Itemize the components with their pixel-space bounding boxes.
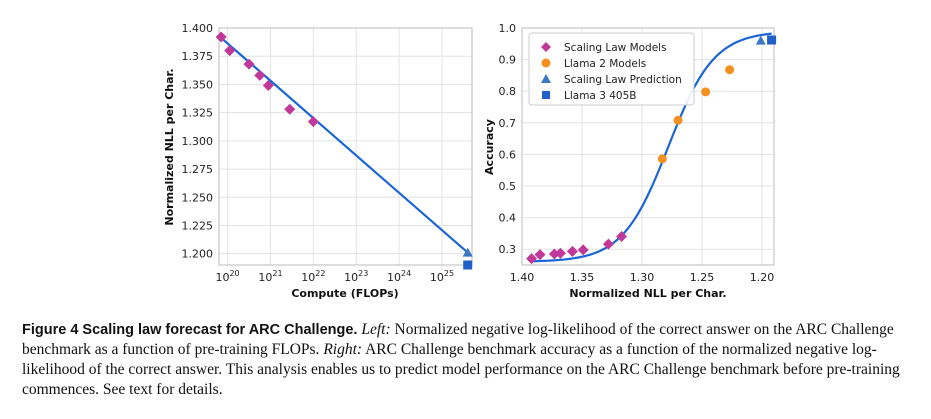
right-point-square [767, 35, 777, 45]
legend-diamond-marker [541, 42, 551, 52]
caption-right-text: ARC Challenge benchmark accuracy as a fu… [22, 341, 900, 398]
right-y-tick-label: 0.9 [499, 54, 517, 67]
left-point-diamond [284, 103, 296, 115]
left-chart: 1020 1021 1022 1023 1024 1025 1.200 1.225 1.250… [163, 22, 473, 300]
left-gridlines [219, 27, 472, 265]
left-point-diamond [262, 80, 274, 92]
left-y-tick-label: 1.275 [182, 163, 214, 176]
right-y-tick-label: 0.6 [499, 148, 517, 161]
left-point-square [463, 260, 473, 270]
legend-entry-1: Scaling Law Models [564, 42, 667, 54]
left-x-tick-label: 1021 [258, 269, 282, 284]
right-y-tick-label: 0.7 [499, 117, 517, 130]
right-point-circle [657, 154, 667, 164]
legend-box [528, 32, 695, 106]
left-point-diamond [215, 31, 227, 43]
right-point-circle [725, 65, 735, 75]
left-x-ticks: 1020 1021 1022 1023 1024 1025 [215, 269, 454, 284]
left-plot-frame [218, 27, 473, 266]
right-x-axis-label: Normalized NLL per Char. [569, 287, 726, 300]
legend-square-marker [542, 91, 550, 99]
right-fit-curve [531, 32, 772, 263]
legend-entry-4: Llama 3 405B [564, 90, 636, 102]
right-point-diamond [534, 249, 546, 261]
right-point-diamond [602, 238, 614, 250]
left-x-axis-label: Compute (FLOPs) [291, 287, 398, 300]
caption-left-label: Left: [361, 321, 391, 338]
left-x-tick-label: 1025 [430, 269, 454, 284]
left-y-tick-label: 1.225 [182, 220, 214, 233]
figure-caption: Figure 4 Scaling law forecast for ARC Ch… [22, 320, 922, 400]
left-y-tick-label: 1.300 [182, 135, 214, 148]
right-y-tick-label: 0.8 [499, 85, 517, 98]
left-y-axis-label: Normalized NLL per Char. [163, 68, 176, 225]
right-x-tick-label: 1.20 [750, 271, 775, 284]
left-y-tick-label: 1.400 [182, 22, 214, 35]
left-x-tick-label: 1022 [301, 269, 325, 284]
legend-circle-marker [541, 58, 551, 68]
right-x-ticks: 1.40 1.35 1.30 1.25 1.20 [510, 271, 775, 284]
legend: Scaling Law Models Llama 2 Models Scalin… [528, 32, 695, 106]
caption-right-label: Right: [323, 341, 363, 358]
right-y-axis-label: Accuracy [483, 119, 496, 175]
caption-lead: Figure 4 Scaling law forecast for ARC Ch… [22, 322, 358, 338]
left-y-tick-label: 1.325 [182, 107, 214, 120]
right-y-tick-label: 0.4 [499, 212, 517, 225]
right-y-tick-label: 0.3 [499, 243, 517, 256]
left-y-tick-label: 1.375 [182, 50, 214, 63]
right-y-tick-label: 0.5 [499, 180, 517, 193]
left-y-tick-label: 1.200 [182, 248, 214, 261]
legend-entry-2: Llama 2 Models [564, 58, 646, 70]
left-point-diamond [224, 45, 236, 57]
left-point-diamond [307, 116, 319, 128]
right-plot-frame [521, 27, 775, 266]
left-y-tick-label: 1.250 [182, 191, 214, 204]
right-point-triangle [755, 35, 766, 45]
legend-entry-3: Scaling Law Prediction [564, 74, 682, 86]
right-x-tick-label: 1.30 [630, 271, 655, 284]
right-chart: 1.40 1.35 1.30 1.25 1.20 0.30.40.50.60.70.80… [483, 22, 777, 300]
right-point-circle [673, 115, 683, 125]
right-y-ticks: 0.3 0.4 0.5 0.6 0.7 0.8 0.9 1.0 [499, 22, 517, 256]
left-x-tick-label: 1023 [344, 269, 368, 284]
right-point-diamond [554, 247, 566, 259]
right-point-diamond [566, 245, 578, 257]
left-fit-line [218, 35, 469, 254]
left-y-tick-label: 1.350 [182, 78, 214, 91]
left-x-tick-label: 1020 [215, 269, 239, 284]
left-point-triangle [462, 247, 473, 257]
right-y-tick-label: 1.0 [499, 22, 517, 35]
right-x-tick-label: 1.35 [570, 271, 595, 284]
right-point-diamond [577, 244, 589, 256]
right-point-diamond [616, 231, 628, 243]
left-point-diamond [243, 58, 255, 70]
legend-triangle-marker [541, 74, 551, 83]
right-marks [526, 32, 777, 265]
right-point-diamond [526, 253, 538, 265]
right-point-circle [701, 87, 711, 97]
caption-left-text: Normalized negative log-likelihood of th… [22, 321, 894, 358]
left-x-tick-label: 1024 [387, 269, 411, 284]
left-point-diamond [254, 69, 266, 81]
left-y-ticks: 1.200 1.225 1.250 1.275 1.300 1.325 1.350 1.375… [182, 22, 214, 261]
right-x-tick-label: 1.40 [510, 271, 535, 284]
left-marks [215, 31, 473, 270]
right-x-tick-label: 1.25 [690, 271, 715, 284]
figure: 1020 1021 1022 1023 1024 1025 1.2001.2251.250… [163, 22, 777, 300]
